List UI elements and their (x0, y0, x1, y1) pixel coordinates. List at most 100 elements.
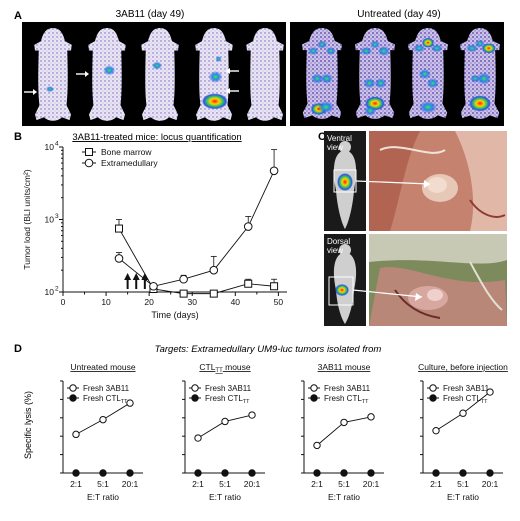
arrow-tip (226, 68, 230, 74)
bli-signal-spot (215, 56, 222, 63)
legend-label-3ab11: Fresh 3AB11 (205, 384, 252, 393)
bli-signal-spot (311, 73, 324, 84)
bli-signal-spot (419, 101, 437, 114)
data-point (459, 409, 467, 417)
bli-signal-spot (370, 40, 380, 49)
x-tick-label: 5:1 (97, 479, 109, 489)
y-tick-exponent: 2 (55, 286, 59, 293)
data-point (72, 430, 80, 439)
dorsal-dissection-photo (369, 234, 507, 326)
data-point (209, 289, 218, 298)
subplot-title: CTLTT mouse (199, 362, 251, 374)
injection-arrow-head (124, 273, 132, 280)
lysis-chart-1: Untreated mouse 2:1 5:1 20:1E:T ratio Fresh … (60, 362, 143, 502)
data-point (221, 469, 229, 477)
x-tick-label: 2:1 (70, 479, 82, 489)
bli-signal-spot (418, 69, 431, 79)
x-axis-title: E:T ratio (209, 492, 241, 502)
bli-signal-spot (364, 105, 377, 116)
legend-label-3ab11: Fresh 3AB11 (443, 384, 490, 393)
subplot-title: Culture, before injection (418, 362, 508, 372)
ventral-label-line1: Ventral (327, 134, 352, 143)
x-tick-label: 2:1 (430, 479, 442, 489)
bli-signal-spot (477, 72, 491, 85)
legend-open-circle (191, 384, 199, 392)
y-tick-label: 10 (45, 287, 55, 297)
data-point (459, 469, 467, 477)
panel-b-title: 3AB11-treated mice: locus quantification (72, 132, 241, 143)
legend-label-3ab11: Fresh 3AB11 (83, 384, 130, 393)
bli-signal-spot (374, 78, 387, 89)
legend-label-ctl: Fresh CTLTT (205, 394, 250, 405)
treated-mouse-1 (34, 28, 72, 121)
bli-signal-spot (308, 47, 319, 55)
legend-circle-marker (84, 158, 94, 168)
injection-arrow-head (141, 273, 149, 280)
bli-signal-spot (318, 101, 334, 114)
x-axis-title: E:T ratio (328, 492, 360, 502)
x-tick-label: 5:1 (457, 479, 469, 489)
data-point (248, 411, 256, 419)
ventral-dissection-photo (369, 131, 507, 231)
data-point (179, 289, 188, 298)
x-tick-label: 30 (187, 297, 197, 307)
x-axis-title: Time (days) (151, 310, 198, 320)
lysis-chart-4: Culture, before injection 2:1 5:1 20:1E:T r… (418, 362, 508, 502)
y-tick-label: 10 (45, 142, 55, 152)
bli-signal-spot (325, 47, 336, 55)
x-tick-label: 20:1 (244, 479, 261, 489)
dorsal-label-line1: Dorsal (327, 237, 350, 246)
panel-a-right-title: Untreated (day 49) (357, 9, 440, 20)
arrow-tip (33, 89, 37, 95)
x-tick-label: 2:1 (192, 479, 204, 489)
data-point (244, 279, 253, 288)
dorsal-view-image: Dorsal view (324, 234, 366, 326)
bli-signal-spot (466, 44, 478, 53)
data-point (149, 281, 158, 291)
y-axis-title: Tumor load (BLI units/cm²) (22, 169, 32, 269)
data-point (313, 441, 321, 450)
mouse-body (141, 28, 179, 121)
y-tick-exponent: 3 (55, 213, 59, 220)
panel-a-left-title: 3AB11 (day 49) (116, 9, 185, 20)
untreated-mouse-2 (355, 28, 395, 119)
bli-signal-spot (317, 40, 327, 49)
bli-signal-spot (201, 93, 228, 110)
x-axis-title: E:T ratio (87, 492, 119, 502)
dorsal-arrow-line (352, 289, 423, 298)
treated-mouse-5 (246, 28, 284, 121)
ventral-arrow-head (424, 180, 430, 188)
treated-mouse-2 (88, 28, 126, 121)
legend-label-extramedullary: Extramedullary (101, 158, 158, 168)
x-axis-title: E:T ratio (447, 492, 479, 502)
untreated-mouse-4 (460, 28, 500, 119)
treated-mouse-3 (141, 28, 179, 121)
x-tick-label: 20:1 (482, 479, 499, 489)
series-line-extramedullary (118, 170, 275, 287)
x-tick-label: 50 (274, 297, 284, 307)
panel-a-letter: A (14, 10, 22, 22)
bli-signal-spot (422, 37, 434, 48)
bli-signal-spot (46, 86, 54, 93)
legend-square-marker (85, 148, 93, 156)
dorsal-arrow-head (415, 293, 422, 301)
bli-signal-spot (469, 95, 491, 112)
treated-mouse-4 (195, 28, 233, 121)
ventral-arrow-line (355, 180, 431, 185)
legend-label-bone-marrow: Bone marrow (101, 147, 152, 157)
legend-label-ctl: Fresh CTLTT (443, 394, 488, 405)
x-tick-label: 5:1 (338, 479, 350, 489)
x-tick-label: 0 (61, 297, 66, 307)
mouse-body (34, 28, 72, 121)
dorsal-label-line2: view (327, 246, 343, 255)
panel-c-letter: C (318, 131, 326, 143)
panel-d-ylabel: Specific lysis (%) (23, 391, 33, 459)
data-point (270, 282, 279, 291)
legend-label-3ab11: Fresh 3AB11 (324, 384, 371, 393)
y-tick-exponent: 4 (55, 141, 59, 148)
tumor-arrow-icon (226, 68, 239, 74)
arrow-tip (226, 88, 230, 94)
data-point (114, 254, 124, 263)
data-point (72, 469, 80, 477)
